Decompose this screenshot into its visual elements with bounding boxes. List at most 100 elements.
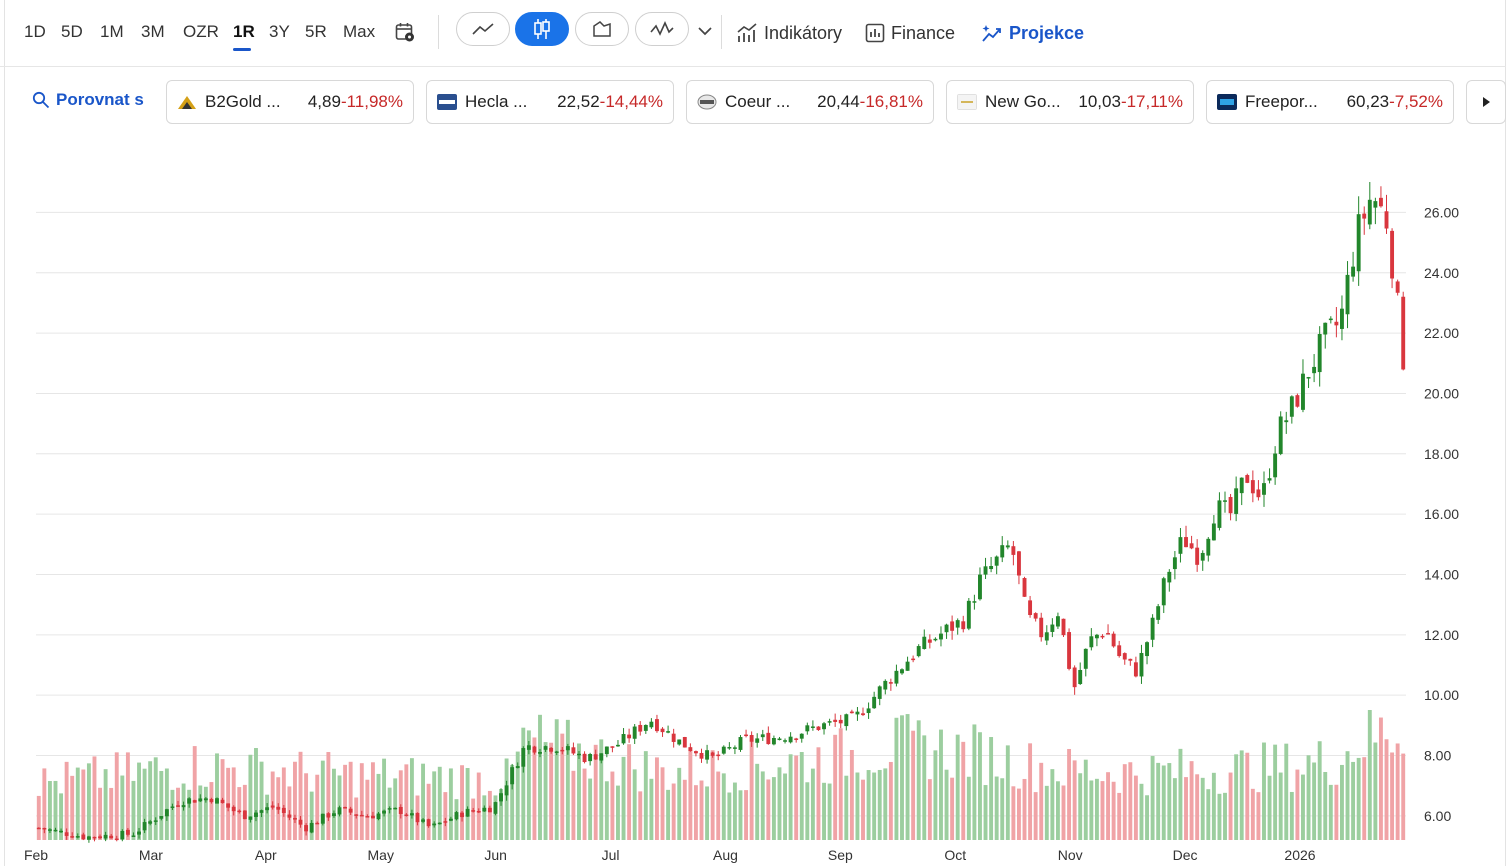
- finance-button[interactable]: Finance: [865, 20, 955, 46]
- mountain-chart-button[interactable]: [635, 12, 689, 46]
- volume-bar: [1016, 788, 1021, 840]
- volume-bar: [170, 789, 175, 840]
- candle-body: [1262, 483, 1266, 495]
- range-5y[interactable]: 5R: [305, 22, 327, 41]
- candle-body: [682, 736, 687, 748]
- candle-body: [1022, 578, 1027, 597]
- compare-chip-b2gold[interactable]: B2Gold ... 4,89 -11,98%: [166, 80, 414, 124]
- volume-bar: [1145, 795, 1149, 840]
- volume-bar: [693, 785, 698, 840]
- indicators-button[interactable]: Indikátory: [736, 20, 842, 46]
- candle-body: [471, 810, 476, 812]
- candle-body: [1228, 497, 1233, 514]
- x-tick-label: Jul: [602, 847, 620, 863]
- candle-body: [1239, 477, 1244, 494]
- candle-body: [242, 810, 247, 820]
- candle-body: [593, 754, 598, 760]
- volume-bar: [883, 768, 888, 840]
- volume-bar: [1156, 762, 1161, 840]
- range-max[interactable]: Max: [343, 22, 376, 41]
- candle-body: [1078, 669, 1083, 685]
- volume-bar: [148, 761, 153, 840]
- candle-body: [582, 753, 587, 763]
- volume-bar: [616, 785, 620, 840]
- compare-button[interactable]: Porovnat s: [32, 90, 144, 110]
- volume-bar: [1390, 752, 1395, 840]
- compare-chip-price: 22,52: [557, 92, 600, 111]
- volume-bar: [1133, 775, 1138, 840]
- volume-bar: [1295, 769, 1300, 840]
- candle-body: [1301, 373, 1305, 410]
- indicators-label: Indikátory: [764, 22, 843, 43]
- candle-body: [1345, 274, 1350, 315]
- candle-body: [1395, 281, 1400, 293]
- volume-bar: [822, 782, 826, 840]
- range-3m[interactable]: 3M: [141, 22, 165, 41]
- compare-chip-hecla[interactable]: Hecla ... 22,52 -14,44%: [426, 80, 674, 124]
- compare-chip-name: Hecla ...: [465, 92, 528, 111]
- range-ytd[interactable]: OZR: [183, 22, 219, 41]
- candle-body: [454, 812, 459, 820]
- candle-body: [1156, 606, 1161, 620]
- range-5d[interactable]: 5D: [61, 22, 83, 41]
- volume-bar: [59, 793, 64, 840]
- chevron-down-icon[interactable]: [696, 22, 714, 40]
- candle-body: [888, 682, 893, 684]
- line-chart-button[interactable]: [456, 12, 510, 46]
- candle-body: [538, 752, 542, 754]
- compare-chip-name: New Go...: [985, 92, 1061, 111]
- candle-body: [916, 646, 921, 657]
- y-tick-label: 10.00: [1424, 687, 1459, 703]
- compare-chip-newgold[interactable]: New Go... 10,03 -17,11%: [946, 80, 1194, 124]
- volume-bar: [905, 714, 910, 840]
- range-1d[interactable]: 1D: [24, 22, 46, 41]
- candle-body: [270, 805, 275, 808]
- candlestick-chart-button[interactable]: [515, 12, 569, 46]
- volume-bar: [1094, 778, 1099, 840]
- volume-bar: [499, 789, 503, 840]
- volume-bar: [532, 737, 537, 840]
- candle-body: [989, 566, 994, 570]
- volume-bar: [1395, 743, 1400, 840]
- candle-body: [376, 813, 381, 820]
- candle-body: [1356, 214, 1361, 272]
- range-1y[interactable]: 1R: [233, 22, 255, 41]
- candle-body: [53, 829, 58, 832]
- candle-body: [1362, 213, 1367, 219]
- volume-bar: [632, 769, 637, 840]
- volume-bar: [894, 717, 899, 840]
- candle-body: [549, 747, 554, 752]
- volume-bar: [1178, 748, 1183, 840]
- volume-bar: [1223, 792, 1227, 840]
- candle-body: [693, 751, 698, 754]
- mountain-chart-icon: [650, 21, 674, 36]
- candle-body: [209, 798, 214, 803]
- volume-bar: [1362, 757, 1367, 840]
- compare-chip-coeur[interactable]: Coeur ... 20,44 -16,81%: [686, 80, 934, 124]
- volume-bar: [599, 739, 604, 840]
- candle-body: [226, 803, 231, 808]
- compare-scroll-right-button[interactable]: [1466, 80, 1506, 124]
- volume-bar: [198, 785, 203, 840]
- candle-body: [153, 820, 158, 822]
- compare-chip-name: Coeur ...: [725, 92, 791, 111]
- volume-bar: [192, 746, 197, 840]
- volume-bar: [861, 779, 865, 840]
- range-1m[interactable]: 1M: [100, 22, 124, 41]
- candle-body: [281, 807, 286, 813]
- volume-bar: [966, 776, 971, 840]
- area-chart-button[interactable]: [575, 12, 629, 46]
- volume-bar: [293, 761, 297, 840]
- volume-bar: [354, 797, 359, 840]
- range-3y[interactable]: 3Y: [269, 22, 290, 41]
- candle-body: [766, 732, 771, 745]
- candle-body: [610, 746, 615, 748]
- calendar-settings-icon[interactable]: [395, 22, 415, 42]
- candle-body: [822, 723, 826, 730]
- projection-button[interactable]: Projekce: [981, 20, 1084, 46]
- volume-bar: [721, 773, 726, 840]
- price-chart[interactable]: 6.00 8.00 10.00 12.00 14.00 16.00 18.00 20.00 22…: [0, 140, 1506, 867]
- compare-chip-freeport[interactable]: Freepor... 60,23 -7,52%: [1206, 80, 1454, 124]
- candle-body: [1111, 633, 1116, 647]
- candle-body: [621, 734, 626, 744]
